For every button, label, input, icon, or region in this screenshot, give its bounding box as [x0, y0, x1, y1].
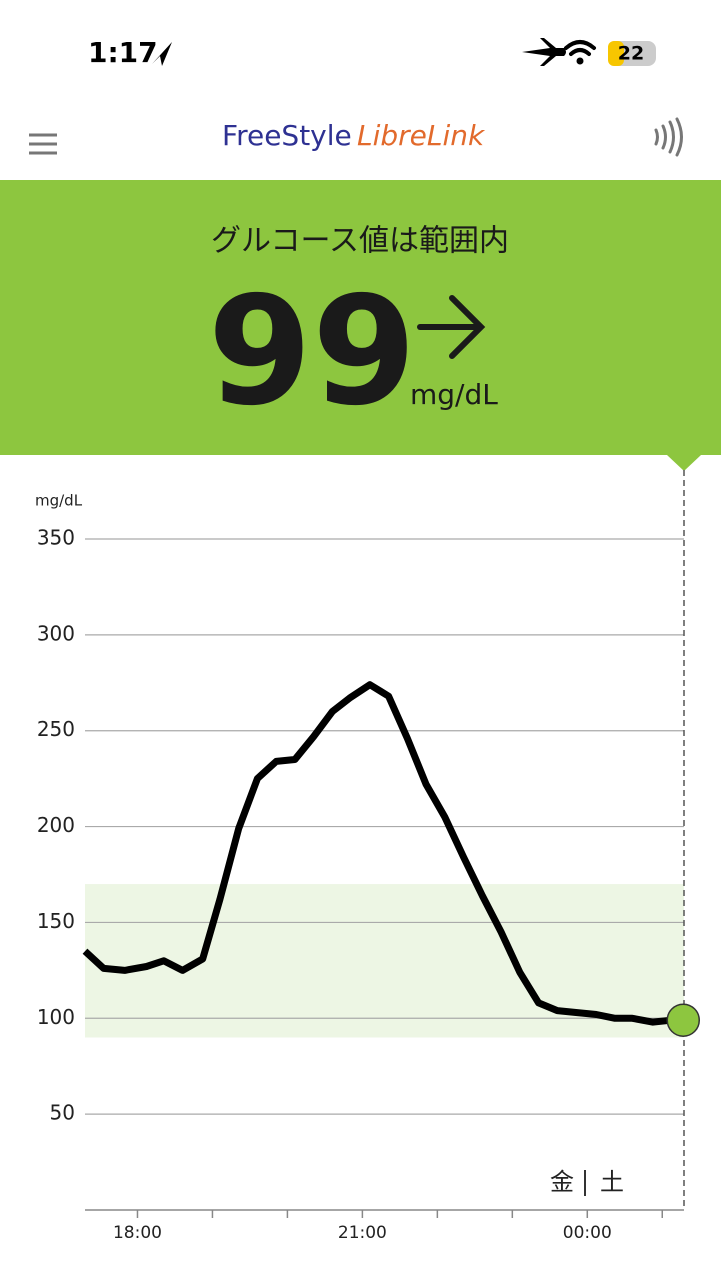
- y-tick-label: 250: [37, 717, 75, 741]
- trend-arrow: [417, 295, 486, 359]
- battery-text: 22: [618, 43, 644, 65]
- glucose-unit: mg/dL: [410, 378, 498, 411]
- wifi-dot: [576, 57, 584, 65]
- x-tick-label: 21:00: [338, 1223, 387, 1243]
- airplane-icon: [522, 38, 566, 66]
- battery-level: [608, 41, 624, 66]
- y-tick-label: 200: [37, 813, 75, 837]
- glucose-value: 99: [208, 265, 417, 439]
- y-tick-label: 300: [37, 621, 75, 645]
- y-tick-label: 350: [37, 526, 75, 550]
- y-tick-label: 100: [37, 1005, 75, 1029]
- status-text: グルコース値は範囲内: [211, 224, 509, 259]
- wifi-icon: [564, 40, 596, 56]
- logo-librelink: LibreLink: [357, 119, 486, 152]
- current-point: [666, 1003, 701, 1037]
- banner-pointer: [667, 455, 701, 471]
- x-tick-label: 18:00: [113, 1223, 162, 1243]
- location-icon: [152, 42, 172, 66]
- y-axis-label: mg/dL: [35, 492, 83, 510]
- day-label: 金: [550, 1168, 574, 1196]
- y-tick-label: 50: [50, 1101, 75, 1125]
- glucose-line: [82, 681, 684, 1026]
- y-tick-label: 150: [37, 909, 75, 933]
- day-label: 土: [600, 1168, 624, 1196]
- scan-icon[interactable]: [654, 117, 683, 157]
- status-banner: [0, 180, 721, 455]
- clock: 1:17: [88, 36, 158, 69]
- logo-freestyle: FreeStyle: [222, 119, 352, 152]
- menu-icon[interactable]: [29, 133, 57, 155]
- x-tick-label: 00:00: [563, 1223, 612, 1243]
